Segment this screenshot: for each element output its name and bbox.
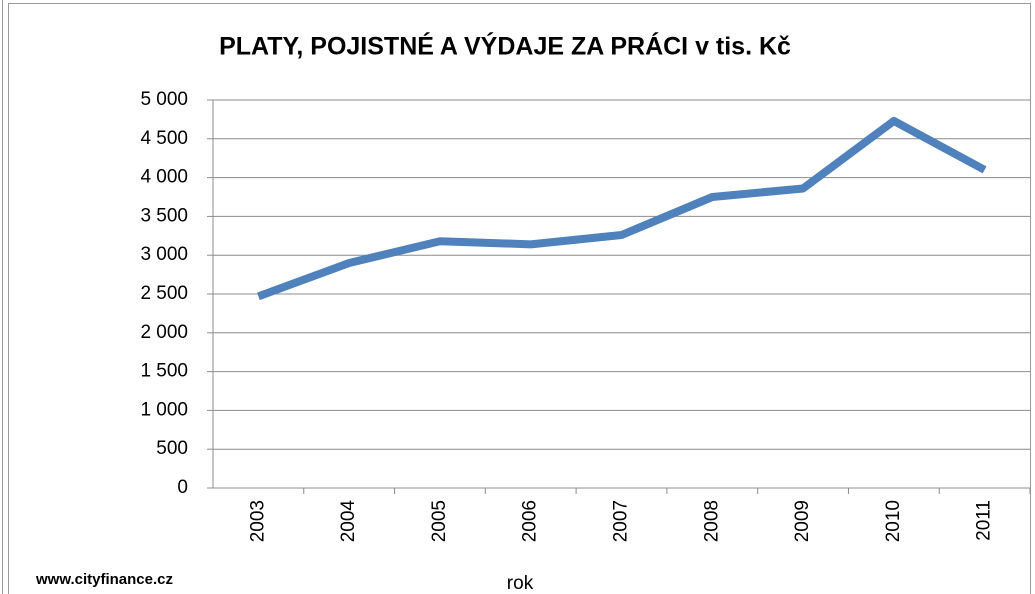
y-tick-label: 0 (177, 477, 188, 498)
x-tick-label: 2004 (338, 500, 359, 543)
y-tick-label: 2 500 (140, 283, 188, 304)
x-tick-label: 2003 (247, 500, 268, 542)
x-axis-label: rok (507, 573, 534, 594)
chart-frame (8, 3, 1031, 594)
y-tick-label: 1 000 (140, 399, 188, 420)
x-tick-label: 2011 (974, 500, 995, 541)
x-tick-label: 2006 (520, 500, 541, 542)
y-tick-label: 500 (156, 438, 188, 459)
y-tick-label: 3 000 (140, 244, 188, 265)
x-tick-label: 2005 (429, 500, 450, 542)
y-tick-label: 2 000 (140, 322, 188, 343)
y-tick-label: 5 000 (140, 89, 188, 110)
y-tick-label: 4 500 (140, 128, 188, 149)
chart-title: PLATY, POJISTNÉ A VÝDAJE ZA PRÁCI v tis.… (219, 31, 791, 61)
source-label: www.cityfinance.cz (35, 571, 173, 588)
y-tick-label: 1 500 (140, 361, 188, 382)
x-tick-label: 2008 (701, 500, 722, 542)
y-tick-label: 4 000 (140, 167, 188, 188)
y-tick-label: 3 500 (140, 205, 188, 226)
x-tick-label: 2010 (883, 500, 904, 542)
series-line (257, 116, 987, 301)
x-tick-label: 2007 (611, 500, 632, 542)
x-tick-label: 2009 (792, 500, 813, 542)
